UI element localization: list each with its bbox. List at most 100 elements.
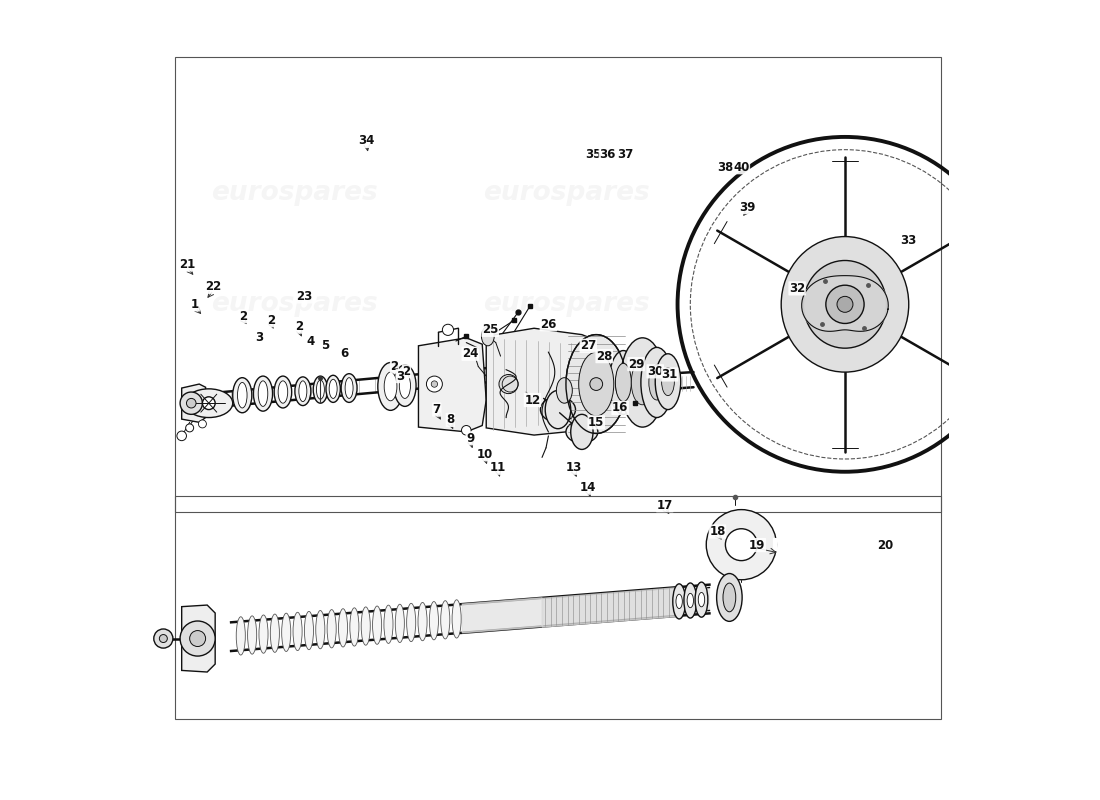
Text: 13: 13 [565, 462, 582, 474]
Ellipse shape [399, 373, 410, 398]
Ellipse shape [631, 360, 653, 405]
Ellipse shape [339, 609, 348, 647]
Ellipse shape [418, 602, 427, 641]
Text: 2: 2 [390, 360, 398, 373]
Text: 31: 31 [661, 368, 678, 381]
Text: 34: 34 [359, 134, 375, 147]
Text: 21: 21 [179, 258, 196, 271]
Text: 14: 14 [580, 481, 596, 494]
Circle shape [189, 630, 206, 646]
Ellipse shape [236, 617, 245, 655]
Text: 12: 12 [525, 394, 540, 406]
Text: 6: 6 [340, 347, 349, 360]
Ellipse shape [540, 397, 575, 422]
Text: 1: 1 [191, 298, 199, 311]
Ellipse shape [238, 382, 248, 408]
Polygon shape [418, 338, 486, 432]
Ellipse shape [314, 376, 328, 403]
Ellipse shape [377, 362, 404, 410]
Circle shape [186, 424, 194, 432]
Ellipse shape [1009, 286, 1032, 322]
Ellipse shape [274, 376, 292, 408]
Ellipse shape [329, 379, 337, 398]
Text: 17: 17 [657, 498, 673, 512]
Ellipse shape [597, 354, 622, 414]
Text: 39: 39 [739, 201, 756, 214]
Text: 40: 40 [733, 161, 749, 174]
Text: 4: 4 [307, 335, 315, 348]
Ellipse shape [407, 603, 416, 642]
Ellipse shape [326, 375, 340, 402]
Circle shape [442, 324, 453, 335]
Text: 22: 22 [206, 280, 222, 294]
Circle shape [160, 634, 167, 642]
Ellipse shape [233, 378, 252, 413]
Ellipse shape [673, 584, 685, 619]
Circle shape [154, 629, 173, 648]
Text: 28: 28 [596, 350, 613, 362]
Text: 24: 24 [462, 347, 478, 360]
Text: 15: 15 [588, 416, 604, 429]
Text: 5: 5 [321, 339, 329, 352]
Ellipse shape [482, 326, 494, 346]
Ellipse shape [603, 369, 615, 399]
Ellipse shape [271, 614, 279, 652]
Text: 8: 8 [447, 414, 454, 426]
Ellipse shape [341, 374, 358, 402]
Ellipse shape [278, 381, 288, 403]
Polygon shape [182, 384, 206, 422]
Text: 38: 38 [717, 161, 734, 174]
Ellipse shape [565, 334, 627, 434]
Text: 3: 3 [255, 331, 263, 344]
Ellipse shape [345, 378, 353, 398]
Ellipse shape [316, 610, 324, 649]
Ellipse shape [803, 261, 887, 348]
Ellipse shape [258, 381, 267, 406]
Ellipse shape [641, 347, 673, 418]
Ellipse shape [395, 604, 405, 642]
Circle shape [427, 376, 442, 392]
Ellipse shape [649, 365, 664, 400]
Circle shape [462, 426, 471, 435]
Ellipse shape [684, 583, 696, 618]
Text: 37: 37 [617, 148, 634, 161]
Ellipse shape [615, 363, 631, 402]
Polygon shape [182, 605, 216, 672]
Text: 20: 20 [877, 538, 893, 551]
Text: eurospares: eurospares [483, 180, 649, 206]
Text: 19: 19 [749, 538, 766, 551]
Text: 2: 2 [239, 310, 248, 322]
Text: eurospares: eurospares [483, 291, 649, 318]
Text: 2: 2 [403, 365, 410, 378]
Text: 30: 30 [647, 365, 663, 378]
Ellipse shape [781, 237, 909, 372]
Ellipse shape [695, 582, 708, 617]
Polygon shape [708, 587, 710, 610]
Text: 32: 32 [789, 282, 805, 295]
Circle shape [202, 397, 216, 410]
Ellipse shape [688, 594, 693, 608]
Polygon shape [462, 598, 542, 633]
Text: 25: 25 [482, 323, 498, 336]
Text: eurospares: eurospares [211, 180, 378, 206]
Circle shape [431, 381, 438, 387]
Text: 7: 7 [432, 403, 441, 416]
Ellipse shape [723, 583, 736, 612]
Ellipse shape [258, 615, 268, 654]
Text: 16: 16 [612, 402, 628, 414]
Text: 36: 36 [600, 148, 616, 161]
Ellipse shape [248, 616, 256, 654]
Ellipse shape [716, 574, 742, 622]
Ellipse shape [565, 421, 597, 443]
Circle shape [826, 286, 865, 323]
Ellipse shape [373, 606, 382, 644]
Ellipse shape [571, 414, 593, 450]
Ellipse shape [661, 368, 674, 396]
Text: 9: 9 [466, 432, 474, 445]
Text: 33: 33 [901, 234, 917, 247]
Circle shape [837, 296, 852, 312]
Ellipse shape [620, 338, 664, 427]
Ellipse shape [305, 611, 314, 650]
Ellipse shape [327, 610, 337, 648]
Text: 10: 10 [476, 448, 493, 461]
